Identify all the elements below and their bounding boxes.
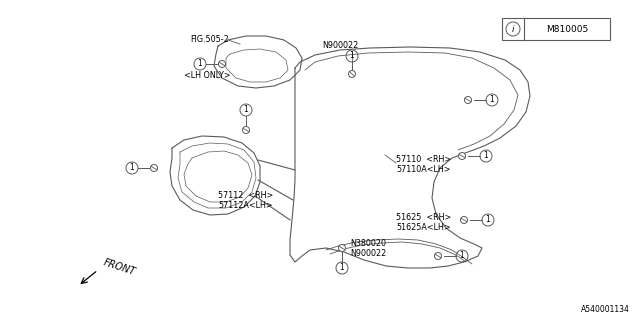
Circle shape [339, 244, 346, 252]
Text: FRONT: FRONT [102, 257, 137, 277]
Text: 1: 1 [490, 95, 494, 105]
Text: 1: 1 [349, 52, 355, 60]
Text: 51625  <RH>: 51625 <RH> [396, 213, 451, 222]
Text: 57110A<LH>: 57110A<LH> [396, 165, 451, 174]
Text: 1: 1 [486, 215, 490, 225]
Text: A540001134: A540001134 [581, 305, 630, 314]
Text: N900022: N900022 [322, 42, 358, 51]
Text: 57112  <RH>: 57112 <RH> [218, 191, 273, 201]
Bar [502, 18, 610, 40]
Text: FIG.505-2: FIG.505-2 [190, 36, 228, 44]
Circle shape [150, 164, 157, 172]
Text: N900022: N900022 [350, 250, 387, 259]
Circle shape [243, 126, 250, 133]
Text: 57110  <RH>: 57110 <RH> [396, 156, 451, 164]
Text: M810005: M810005 [546, 25, 588, 34]
Circle shape [349, 70, 355, 77]
Text: 1: 1 [460, 252, 465, 260]
Text: 51625A<LH>: 51625A<LH> [396, 223, 451, 233]
Circle shape [458, 153, 465, 159]
Text: 57112A<LH>: 57112A<LH> [218, 202, 273, 211]
Text: <LH ONLY>: <LH ONLY> [184, 71, 230, 81]
Circle shape [461, 217, 467, 223]
Circle shape [465, 97, 472, 103]
Text: i: i [512, 25, 515, 34]
Circle shape [435, 252, 442, 260]
Circle shape [218, 60, 225, 68]
Text: N380020: N380020 [350, 239, 386, 249]
Text: 1: 1 [198, 60, 202, 68]
Text: 1: 1 [484, 151, 488, 161]
Text: 1: 1 [130, 164, 134, 172]
Text: 1: 1 [340, 263, 344, 273]
Text: 1: 1 [244, 106, 248, 115]
